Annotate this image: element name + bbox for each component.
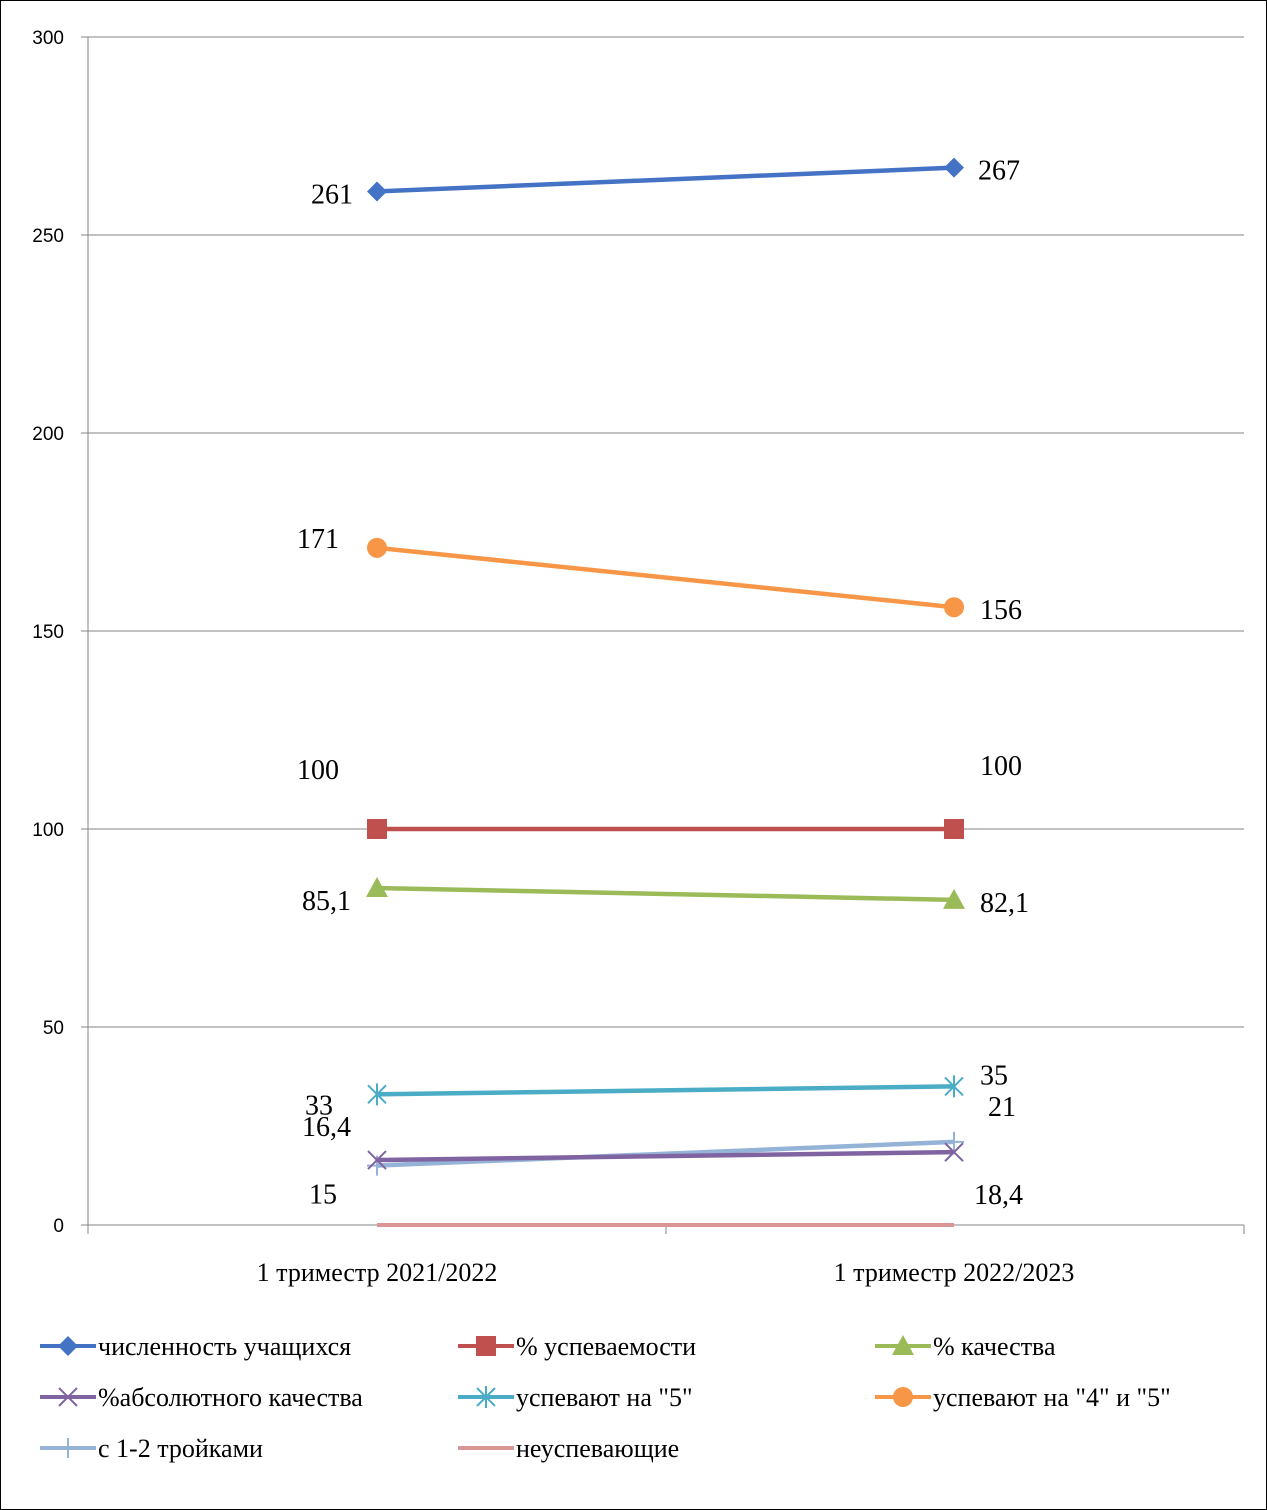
data-point: [367, 819, 387, 839]
series-line: [376, 885, 955, 903]
data-label: 21: [988, 1092, 1016, 1123]
legend-marker: [892, 1335, 914, 1355]
legend-entry: численность учащихся: [98, 1332, 351, 1361]
x-tick-label: 1 триместр 2022/2023: [834, 1258, 1075, 1287]
data-label: 35: [980, 1060, 1008, 1091]
data-point: [367, 537, 387, 558]
legend-entry: % успеваемости: [516, 1332, 696, 1361]
legend-entry: неуспевающие: [516, 1434, 679, 1463]
data-point: [367, 1150, 387, 1170]
data-label: 16,4: [302, 1112, 351, 1143]
legend-marker: [476, 1386, 496, 1408]
data-label: 171: [297, 524, 339, 555]
data-label: 100: [980, 751, 1022, 782]
y-tick-label: 300: [32, 28, 64, 49]
series-line: [376, 545, 955, 610]
legend-marker: [58, 1438, 78, 1458]
series-line: [376, 1139, 955, 1168]
data-point: [366, 877, 388, 898]
data-label: 156: [980, 595, 1022, 626]
data-point: [943, 888, 965, 909]
data-point: [367, 1083, 387, 1106]
legend-entry: успевают на "5": [516, 1383, 693, 1412]
data-point: [944, 157, 964, 178]
data-label: 82,1: [980, 888, 1029, 919]
data-label: 267: [978, 156, 1020, 187]
data-label: 100: [297, 755, 339, 786]
legend-entry: успевают на "4" и "5": [933, 1383, 1171, 1412]
y-tick-label: 150: [32, 622, 64, 643]
legend-marker: [476, 1336, 496, 1356]
series-line: [376, 1084, 955, 1097]
legend-marker: [58, 1336, 78, 1356]
data-label: 18,4: [974, 1180, 1023, 1211]
y-tick-label: 100: [32, 820, 64, 841]
x-tick-label: 1 триместр 2021/2022: [257, 1258, 498, 1287]
data-point: [944, 597, 964, 618]
y-tick-label: 50: [43, 1018, 64, 1039]
data-label: 261: [311, 179, 353, 210]
series-line: [376, 1149, 955, 1163]
y-tick-label: 200: [32, 424, 64, 445]
y-tick-label: 0: [53, 1216, 64, 1237]
y-tick-label: 250: [32, 226, 64, 247]
legend-marker: [58, 1387, 78, 1407]
data-label: 33: [305, 1090, 333, 1121]
data-point: [944, 1131, 964, 1152]
data-label: 15: [309, 1180, 337, 1211]
series-line: [376, 165, 955, 194]
data-label: 85,1: [302, 886, 351, 917]
data-point: [944, 819, 964, 839]
data-point: [944, 1142, 964, 1162]
data-point: [944, 1075, 964, 1098]
data-point: [367, 181, 387, 202]
legend-entry: % качества: [933, 1332, 1056, 1361]
legend-entry: %абсолютного качества: [98, 1383, 363, 1412]
legend-entry: с 1-2 тройками: [98, 1434, 263, 1463]
legend-marker: [893, 1387, 913, 1407]
